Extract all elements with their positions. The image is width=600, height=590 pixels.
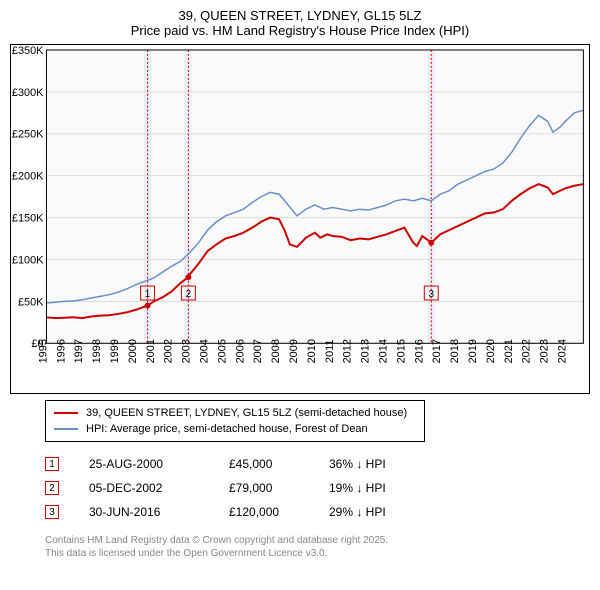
sale-date: 05-DEC-2002 xyxy=(89,481,229,495)
sale-diff: 29% ↓ HPI xyxy=(329,505,449,519)
footer-line-1: Contains HM Land Registry data © Crown c… xyxy=(45,534,590,547)
svg-text:£150K: £150K xyxy=(12,213,44,225)
sale-diff: 36% ↓ HPI xyxy=(329,457,449,471)
legend-label: 39, QUEEN STREET, LYDNEY, GL15 5LZ (semi… xyxy=(86,405,407,421)
footer-line-2: This data is licensed under the Open Gov… xyxy=(45,547,590,560)
svg-text:2: 2 xyxy=(186,289,192,300)
svg-text:£50K: £50K xyxy=(18,296,44,308)
svg-text:2013: 2013 xyxy=(360,339,372,363)
sales-row: 1 25-AUG-2000£45,00036% ↓ HPI xyxy=(45,452,590,476)
svg-text:2018: 2018 xyxy=(449,339,461,363)
chart-subtitle: Price paid vs. HM Land Registry's House … xyxy=(10,23,590,38)
svg-text:2000: 2000 xyxy=(127,339,139,363)
sale-price: £79,000 xyxy=(229,481,329,495)
svg-text:1997: 1997 xyxy=(73,339,85,363)
chart-container: 39, QUEEN STREET, LYDNEY, GL15 5LZ Price… xyxy=(0,0,600,590)
legend-swatch xyxy=(54,412,78,414)
sale-marker-box: 3 xyxy=(45,505,59,519)
svg-text:2005: 2005 xyxy=(216,339,228,363)
svg-text:2012: 2012 xyxy=(342,339,354,363)
svg-text:2010: 2010 xyxy=(306,339,318,363)
legend-label: HPI: Average price, semi-detached house,… xyxy=(86,421,368,437)
svg-text:1: 1 xyxy=(145,289,151,300)
svg-text:2021: 2021 xyxy=(503,339,515,363)
footer: Contains HM Land Registry data © Crown c… xyxy=(45,534,590,560)
svg-text:£300K: £300K xyxy=(12,87,44,99)
svg-text:£250K: £250K xyxy=(12,129,44,141)
sale-marker-box: 2 xyxy=(45,481,59,495)
svg-text:1996: 1996 xyxy=(55,339,67,363)
svg-text:2019: 2019 xyxy=(467,339,479,363)
svg-text:2023: 2023 xyxy=(539,339,551,363)
sale-date: 25-AUG-2000 xyxy=(89,457,229,471)
svg-text:2004: 2004 xyxy=(199,339,211,363)
legend-row-red: 39, QUEEN STREET, LYDNEY, GL15 5LZ (semi… xyxy=(54,405,416,421)
svg-text:2015: 2015 xyxy=(395,339,407,363)
svg-text:2009: 2009 xyxy=(288,339,300,363)
svg-text:2008: 2008 xyxy=(270,339,282,363)
sales-table: 1 25-AUG-2000£45,00036% ↓ HPI 2 05-DEC-2002… xyxy=(45,452,590,524)
sales-row: 2 05-DEC-2002£79,00019% ↓ HPI xyxy=(45,476,590,500)
svg-text:2020: 2020 xyxy=(485,339,497,363)
chart-title: 39, QUEEN STREET, LYDNEY, GL15 5LZ xyxy=(10,8,590,23)
svg-text:3: 3 xyxy=(428,289,434,300)
svg-text:2016: 2016 xyxy=(413,339,425,363)
sale-date: 30-JUN-2016 xyxy=(89,505,229,519)
legend: 39, QUEEN STREET, LYDNEY, GL15 5LZ (semi… xyxy=(45,400,425,442)
legend-row-blue: HPI: Average price, semi-detached house,… xyxy=(54,421,416,437)
chart-plot-area: £0£50K£100K£150K£200K£250K£300K£350K1995… xyxy=(10,44,590,394)
sale-price: £45,000 xyxy=(229,457,329,471)
sale-marker-box: 1 xyxy=(45,457,59,471)
title-block: 39, QUEEN STREET, LYDNEY, GL15 5LZ Price… xyxy=(10,8,590,38)
svg-text:2024: 2024 xyxy=(556,339,568,363)
svg-text:1999: 1999 xyxy=(109,339,121,363)
chart-svg: £0£50K£100K£150K£200K£250K£300K£350K1995… xyxy=(11,45,589,393)
svg-text:1995: 1995 xyxy=(37,339,49,363)
svg-text:2022: 2022 xyxy=(521,339,533,363)
sale-price: £120,000 xyxy=(229,505,329,519)
svg-text:£200K: £200K xyxy=(12,171,44,183)
svg-text:2014: 2014 xyxy=(378,339,390,363)
sale-diff: 19% ↓ HPI xyxy=(329,481,449,495)
svg-text:2007: 2007 xyxy=(252,339,264,363)
sales-row: 3 30-JUN-2016£120,00029% ↓ HPI xyxy=(45,500,590,524)
svg-text:2003: 2003 xyxy=(181,339,193,363)
svg-text:1998: 1998 xyxy=(91,339,103,363)
svg-text:2017: 2017 xyxy=(431,339,443,363)
svg-text:£350K: £350K xyxy=(12,45,44,57)
svg-text:2006: 2006 xyxy=(234,339,246,363)
svg-text:£100K: £100K xyxy=(12,254,44,266)
legend-swatch xyxy=(54,428,78,430)
svg-text:2001: 2001 xyxy=(145,339,157,363)
svg-text:2002: 2002 xyxy=(163,339,175,363)
